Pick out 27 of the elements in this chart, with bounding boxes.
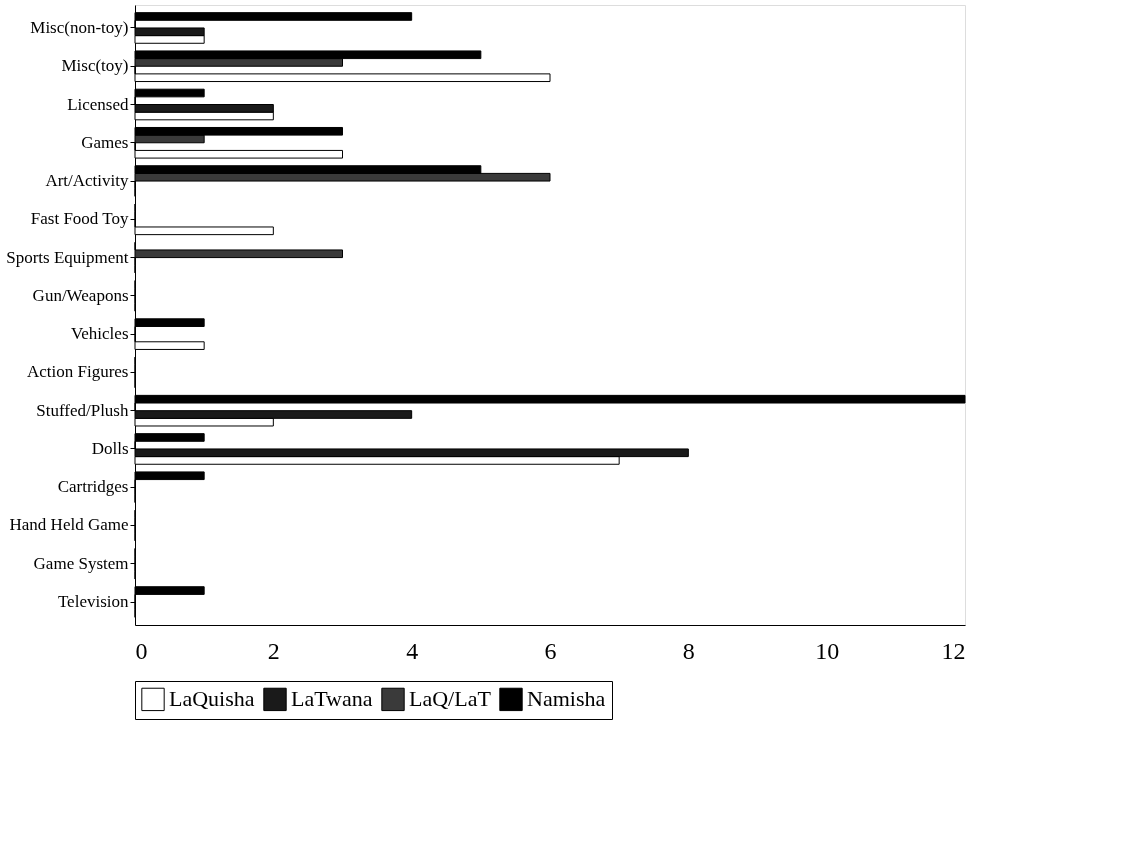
x-tick-label: 8 — [682, 637, 695, 664]
y-tick-label: Art/Activity — [45, 171, 129, 191]
x-tick-label: 2 — [267, 637, 280, 664]
legend-label: LaQ/LaT — [409, 686, 492, 712]
x-tick-label: 12 — [941, 637, 966, 664]
y-tick-label: Game System — [33, 553, 129, 573]
y-tick-label: Fast Food Toy — [30, 209, 129, 229]
y-tick-label: Games — [81, 132, 129, 152]
legend-label: Namisha — [527, 686, 606, 712]
y-tick-label: Stuffed/Plush — [36, 400, 129, 420]
y-tick-label: Licensed — [67, 94, 129, 114]
y-tick-label: Cartridges — [57, 477, 129, 497]
y-tick-label: Misc(non-toy) — [30, 17, 129, 37]
y-tick-label: Misc(toy) — [61, 56, 129, 76]
y-tick-label: Sports Equipment — [6, 247, 129, 267]
x-tick-label: 4 — [406, 637, 419, 664]
y-tick-label: Television — [57, 592, 129, 612]
y-tick-label: Dolls — [91, 438, 129, 458]
y-tick-label: Hand Held Game — [9, 515, 129, 535]
x-tick-label: 10 — [815, 637, 840, 664]
x-tick-label: 0 — [135, 637, 148, 664]
y-tick-label: Vehicles — [70, 324, 129, 344]
legend-label: LaTwana — [291, 686, 373, 712]
x-tick-label: 6 — [544, 637, 557, 664]
y-tick-label: Action Figures — [26, 362, 129, 382]
legend-label: LaQuisha — [169, 686, 255, 712]
y-tick-label: Gun/Weapons — [32, 285, 129, 305]
